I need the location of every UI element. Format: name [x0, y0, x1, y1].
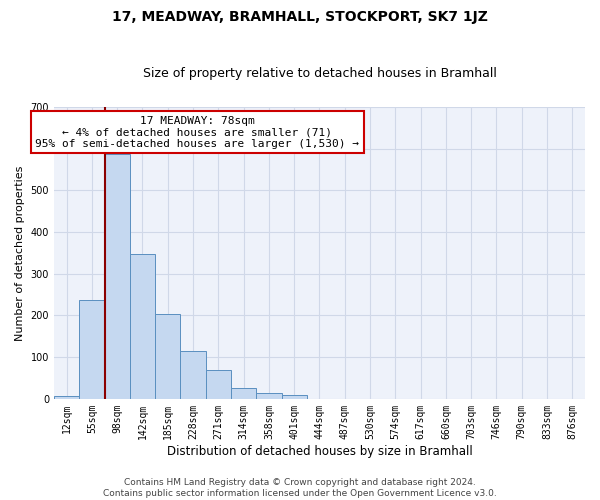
Bar	[281, 395, 307, 399]
Bar	[155, 314, 181, 399]
Bar	[181, 351, 206, 399]
Bar	[79, 300, 104, 399]
Bar	[54, 396, 79, 399]
Bar	[206, 370, 231, 399]
Y-axis label: Number of detached properties: Number of detached properties	[15, 166, 25, 340]
Text: 17 MEADWAY: 78sqm
← 4% of detached houses are smaller (71)
95% of semi-detached : 17 MEADWAY: 78sqm ← 4% of detached house…	[35, 116, 359, 149]
Text: Contains HM Land Registry data © Crown copyright and database right 2024.
Contai: Contains HM Land Registry data © Crown c…	[103, 478, 497, 498]
Bar	[231, 388, 256, 399]
Text: 17, MEADWAY, BRAMHALL, STOCKPORT, SK7 1JZ: 17, MEADWAY, BRAMHALL, STOCKPORT, SK7 1J…	[112, 10, 488, 24]
Bar	[256, 392, 281, 399]
Title: Size of property relative to detached houses in Bramhall: Size of property relative to detached ho…	[143, 66, 496, 80]
Bar	[104, 154, 130, 399]
Bar	[130, 254, 155, 399]
X-axis label: Distribution of detached houses by size in Bramhall: Distribution of detached houses by size …	[167, 444, 472, 458]
